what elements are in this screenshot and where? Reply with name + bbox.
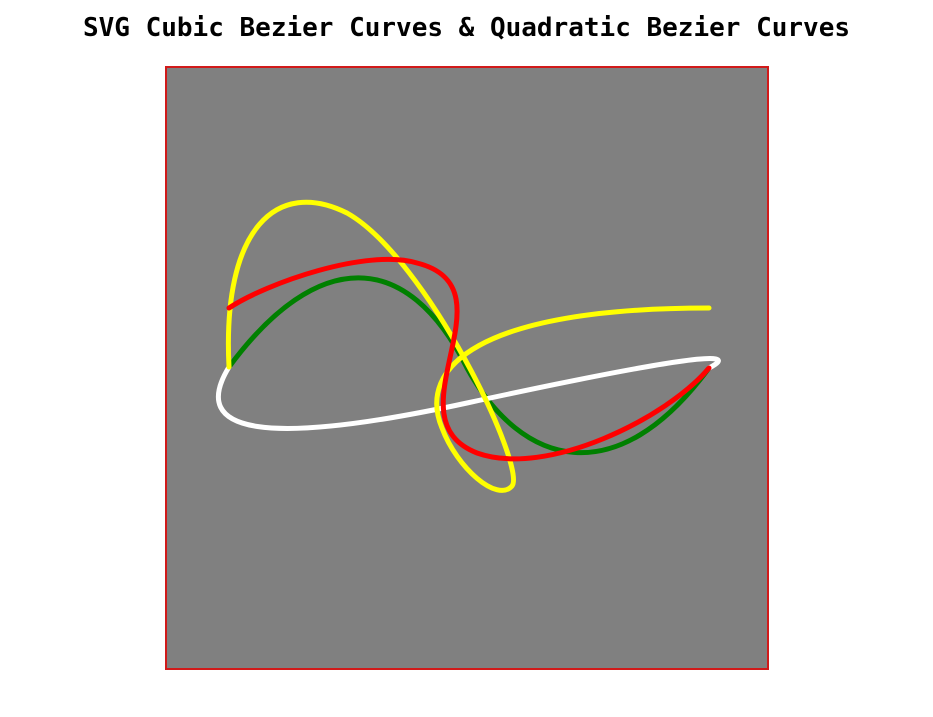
bezier-svg (167, 68, 767, 668)
red-cubic-curve (226, 257, 712, 462)
page-title: SVG Cubic Bezier Curves & Quadratic Bezi… (82, 13, 850, 43)
yellow-cubic-curve (225, 199, 712, 493)
white-quadratic-curve (216, 356, 721, 431)
bezier-canvas (165, 66, 769, 670)
